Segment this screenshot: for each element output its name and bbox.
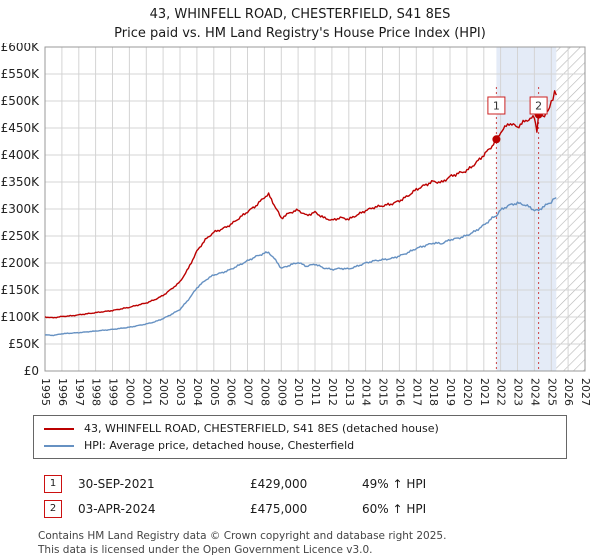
svg-text:£200K: £200K — [1, 256, 41, 270]
sale-1-price: £429,000 — [250, 476, 308, 491]
svg-text:1998: 1998 — [90, 378, 103, 406]
svg-text:£500K: £500K — [1, 94, 41, 108]
svg-text:2011: 2011 — [309, 378, 322, 406]
svg-text:2: 2 — [535, 100, 542, 113]
svg-text:£100K: £100K — [1, 310, 41, 324]
sale-1-vs-hpi: 49% ↑ HPI — [362, 476, 427, 491]
svg-text:2001: 2001 — [140, 378, 153, 406]
svg-text:1999: 1999 — [107, 378, 120, 406]
sale-2-vs-hpi: 60% ↑ HPI — [362, 501, 427, 516]
legend-item-property: 43, WHINFELL ROAD, CHESTERFIELD, S41 8ES… — [44, 420, 556, 437]
legend-hpi-label: HPI: Average price, detached house, Ches… — [84, 439, 355, 452]
svg-text:2012: 2012 — [326, 378, 339, 406]
svg-text:£350K: £350K — [1, 175, 41, 189]
sale-1-number-badge: 1 — [44, 474, 62, 493]
svg-text:2018: 2018 — [427, 378, 440, 406]
svg-text:2027: 2027 — [579, 378, 592, 406]
svg-text:£250K: £250K — [1, 229, 41, 243]
svg-text:2014: 2014 — [360, 378, 373, 406]
svg-text:2022: 2022 — [495, 378, 508, 406]
svg-text:2023: 2023 — [512, 378, 525, 406]
svg-text:£400K: £400K — [1, 148, 41, 162]
svg-text:2002: 2002 — [157, 378, 170, 406]
sale-2-date: 03-APR-2024 — [78, 501, 156, 516]
svg-text:1997: 1997 — [73, 378, 86, 406]
svg-text:2016: 2016 — [393, 378, 406, 406]
page-subtitle: Price paid vs. HM Land Registry's House … — [114, 26, 486, 41]
svg-text:2007: 2007 — [242, 378, 255, 406]
svg-text:2025: 2025 — [545, 378, 558, 406]
svg-text:£0: £0 — [24, 364, 39, 378]
chart-legend: 43, WHINFELL ROAD, CHESTERFIELD, S41 8ES… — [33, 415, 567, 459]
attribution-footer: Contains HM Land Registry data © Crown c… — [38, 530, 600, 557]
sales-table: 1 30-SEP-2021 £429,000 49% ↑ HPI 2 03-AP… — [44, 471, 600, 521]
svg-text:2024: 2024 — [528, 378, 541, 406]
svg-text:£50K: £50K — [8, 337, 40, 351]
attribution-line-1: Contains HM Land Registry data © Crown c… — [38, 530, 447, 542]
svg-text:2000: 2000 — [123, 378, 136, 406]
svg-text:2015: 2015 — [377, 378, 390, 406]
svg-text:2013: 2013 — [343, 378, 356, 406]
svg-text:1996: 1996 — [56, 378, 69, 406]
svg-text:2021: 2021 — [478, 378, 491, 406]
sale-2-price: £475,000 — [250, 501, 308, 516]
svg-text:2020: 2020 — [461, 378, 474, 406]
svg-text:2004: 2004 — [191, 378, 204, 406]
sale-1-date: 30-SEP-2021 — [78, 476, 155, 491]
svg-text:2003: 2003 — [174, 378, 187, 406]
legend-item-hpi: HPI: Average price, detached house, Ches… — [44, 437, 556, 454]
svg-text:2019: 2019 — [444, 378, 457, 406]
svg-text:2017: 2017 — [410, 378, 423, 406]
svg-text:2005: 2005 — [208, 378, 221, 406]
chart-header: 43, WHINFELL ROAD, CHESTERFIELD, S41 8ES… — [0, 0, 600, 41]
svg-text:£600K: £600K — [1, 43, 41, 54]
page-title: 43, WHINFELL ROAD, CHESTERFIELD, S41 8ES — [149, 7, 451, 22]
price-history-chart: 1995 1996 1997 1998 1999 2000 2001 2002 2003 2004… — [1, 43, 592, 406]
svg-text:2009: 2009 — [275, 378, 288, 406]
hpi-line-swatch — [44, 444, 74, 447]
svg-text:£550K: £550K — [1, 67, 41, 81]
svg-text:£300K: £300K — [1, 202, 41, 216]
sale-row-1: 1 30-SEP-2021 £429,000 49% ↑ HPI — [44, 471, 600, 496]
svg-text:2010: 2010 — [292, 378, 305, 406]
sale-row-2: 2 03-APR-2024 £475,000 60% ↑ HPI — [44, 496, 600, 521]
svg-text:1995: 1995 — [39, 378, 52, 406]
svg-text:2008: 2008 — [258, 378, 271, 406]
sale-2-number-badge: 2 — [44, 499, 62, 518]
property-line-swatch — [44, 427, 74, 430]
svg-text:1: 1 — [493, 100, 500, 113]
legend-property-label: 43, WHINFELL ROAD, CHESTERFIELD, S41 8ES… — [84, 422, 439, 435]
attribution-line-2: This data is licensed under the Open Gov… — [38, 543, 373, 556]
svg-text:2006: 2006 — [225, 378, 238, 406]
svg-text:£450K: £450K — [1, 121, 41, 135]
svg-text:2026: 2026 — [562, 378, 575, 406]
svg-text:£150K: £150K — [1, 283, 41, 297]
